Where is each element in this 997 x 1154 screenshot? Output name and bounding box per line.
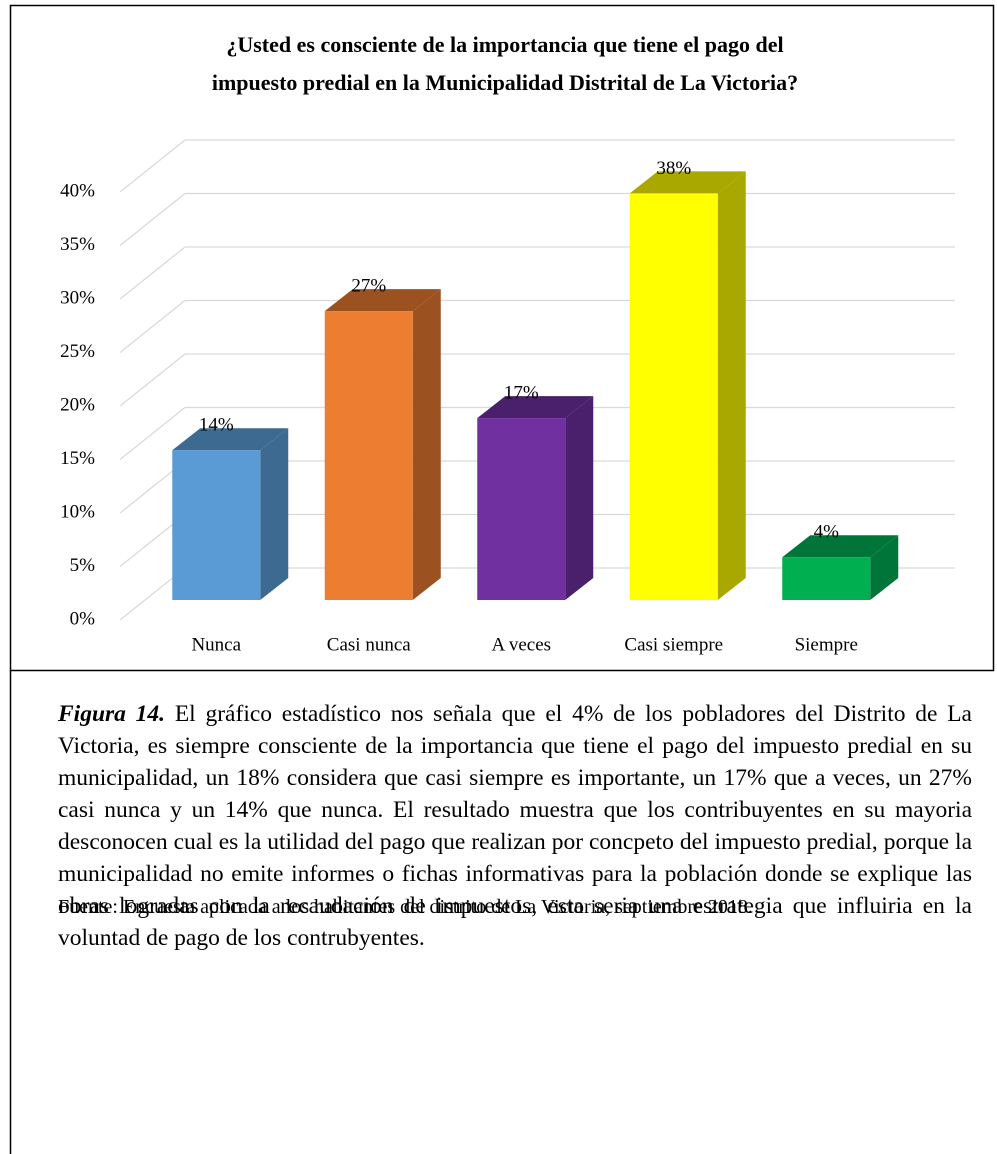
x-tick-label: Casi siempre xyxy=(624,634,723,655)
chart-border xyxy=(9,4,995,672)
figure-label: Figura 14. xyxy=(58,701,166,727)
source: Fuente: Encuesta aplicada a los habitant… xyxy=(58,896,753,918)
bar-side xyxy=(717,171,746,600)
y-tick-label: 10% xyxy=(60,501,95,522)
bar-top xyxy=(629,171,746,194)
bar xyxy=(172,450,261,600)
x-tick-label: A veces xyxy=(491,634,551,655)
data-label: 38% xyxy=(656,158,691,179)
y-tick-label: 0% xyxy=(70,608,96,629)
data-label: 14% xyxy=(199,415,234,436)
grid-line xyxy=(119,299,186,354)
grid-line xyxy=(119,192,186,247)
y-tick-label: 35% xyxy=(60,234,95,255)
bar-side xyxy=(565,396,594,600)
bar-top xyxy=(172,428,289,451)
data-label: 27% xyxy=(351,275,386,296)
bar xyxy=(782,557,871,600)
bar-top xyxy=(782,535,899,558)
y-tick-label: 15% xyxy=(60,448,95,469)
bar-top xyxy=(477,396,594,419)
x-tick-label: Casi nunca xyxy=(327,634,411,655)
grid-line xyxy=(119,246,186,300)
bar-top xyxy=(324,289,441,312)
data-label: 4% xyxy=(814,522,840,543)
grid-line xyxy=(119,406,186,461)
bar xyxy=(477,418,566,600)
y-tick-label: 30% xyxy=(60,287,95,308)
grid-line xyxy=(119,353,186,407)
bar-side xyxy=(412,289,441,600)
bar-side xyxy=(870,535,899,600)
y-tick-label: 20% xyxy=(60,394,95,415)
data-label: 17% xyxy=(504,382,539,403)
chart-title: ¿Usted es consciente de la importancia q… xyxy=(226,32,783,57)
caption: Figura 14. El gráfico estadístico nos se… xyxy=(58,698,972,954)
bar xyxy=(324,311,413,600)
y-tick-label: 40% xyxy=(60,180,95,201)
bar xyxy=(629,193,718,600)
x-tick-label: Nunca xyxy=(191,634,241,655)
chart-title: impuesto predial en la Municipalidad Dis… xyxy=(212,70,798,95)
caption-text: El gráfico estadístico nos señala que el… xyxy=(58,701,972,951)
y-tick-label: 5% xyxy=(70,555,96,576)
grid-line xyxy=(119,139,186,193)
x-tick-label: Siempre xyxy=(795,634,858,655)
y-tick-label: 25% xyxy=(60,341,95,362)
bar-side xyxy=(260,428,289,600)
